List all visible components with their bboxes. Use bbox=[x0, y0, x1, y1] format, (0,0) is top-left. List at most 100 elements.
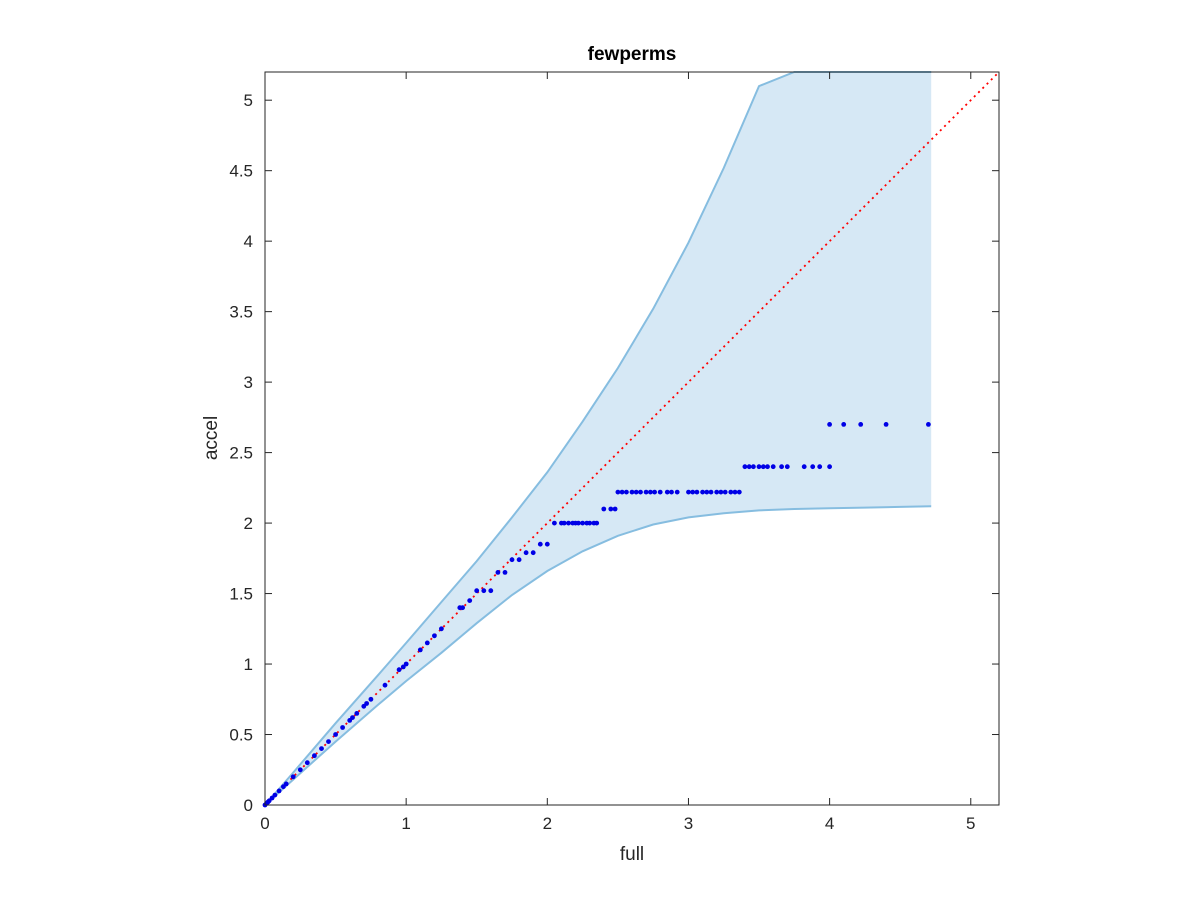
y-tick-label: 0.5 bbox=[229, 726, 253, 745]
data-point bbox=[619, 489, 625, 495]
data-point bbox=[319, 746, 324, 751]
data-point bbox=[364, 701, 369, 706]
y-tick-label: 1.5 bbox=[229, 585, 253, 604]
data-point bbox=[439, 626, 444, 632]
y-tick-label: 0 bbox=[244, 796, 253, 815]
y-axis-label: accel bbox=[201, 416, 222, 460]
y-tick-label: 4 bbox=[244, 232, 253, 251]
y-tick-label: 3.5 bbox=[229, 303, 253, 322]
data-point bbox=[326, 739, 331, 744]
data-point bbox=[467, 598, 473, 603]
data-point bbox=[643, 489, 649, 495]
data-point bbox=[304, 760, 310, 766]
x-tick-label: 1 bbox=[401, 814, 410, 833]
data-point bbox=[530, 550, 536, 556]
data-point bbox=[481, 588, 487, 594]
data-point bbox=[652, 489, 657, 495]
x-axis-ticks: 0 1 2 3 4 5 bbox=[260, 72, 976, 833]
data-point bbox=[488, 588, 494, 594]
data-point bbox=[333, 732, 338, 737]
data-point bbox=[629, 489, 635, 495]
data-point bbox=[708, 489, 714, 495]
data-point bbox=[368, 696, 374, 702]
y-tick-label: 3 bbox=[244, 373, 253, 392]
y-tick-label: 4.5 bbox=[229, 162, 253, 181]
data-point bbox=[756, 464, 762, 470]
data-point bbox=[827, 422, 832, 427]
data-point bbox=[926, 422, 931, 427]
data-point bbox=[674, 489, 680, 495]
data-point bbox=[580, 520, 585, 526]
data-point bbox=[272, 792, 278, 798]
data-point bbox=[746, 464, 752, 470]
data-point bbox=[594, 520, 600, 526]
data-point bbox=[841, 422, 847, 427]
data-point bbox=[312, 753, 317, 759]
data-point bbox=[690, 489, 696, 495]
data-point bbox=[718, 489, 724, 495]
data-point bbox=[694, 489, 700, 495]
data-point bbox=[283, 781, 289, 787]
band-lower-edge bbox=[264, 505, 932, 806]
data-point bbox=[686, 489, 691, 495]
data-point bbox=[400, 664, 406, 670]
data-point bbox=[784, 464, 790, 470]
x-tick-label: 4 bbox=[825, 814, 834, 833]
data-point bbox=[615, 489, 621, 495]
data-point bbox=[495, 570, 501, 575]
data-point bbox=[354, 711, 360, 716]
data-point bbox=[722, 489, 728, 495]
data-point bbox=[566, 520, 571, 526]
data-point bbox=[587, 520, 593, 526]
y-tick-label: 2 bbox=[244, 514, 253, 533]
data-point bbox=[669, 489, 674, 495]
chart-title: fewperms bbox=[588, 44, 677, 65]
x-tick-label: 3 bbox=[684, 814, 693, 833]
data-point bbox=[751, 464, 756, 470]
data-point bbox=[474, 588, 480, 594]
data-point bbox=[601, 506, 607, 512]
data-point bbox=[736, 489, 742, 495]
data-point bbox=[728, 489, 734, 495]
data-points bbox=[262, 422, 931, 808]
data-point bbox=[544, 541, 550, 547]
x-axis-label: full bbox=[620, 844, 644, 865]
data-point bbox=[648, 489, 653, 495]
y-axis-ticks: 0 0.5 1 1.5 2 2.5 3 3.5 4 4.5 5 bbox=[229, 91, 999, 815]
identity-line bbox=[264, 71, 1000, 806]
data-point bbox=[417, 647, 423, 653]
data-point bbox=[516, 557, 522, 563]
data-point bbox=[537, 541, 543, 547]
data-point bbox=[432, 633, 437, 639]
data-point bbox=[624, 489, 629, 495]
y-tick-label: 2.5 bbox=[229, 444, 253, 463]
x-tick-label: 0 bbox=[260, 814, 269, 833]
reference-line bbox=[264, 71, 1000, 806]
data-point bbox=[424, 640, 430, 646]
data-point bbox=[561, 520, 567, 526]
data-point bbox=[403, 661, 409, 667]
data-point bbox=[732, 489, 738, 495]
data-point bbox=[810, 464, 816, 470]
data-point bbox=[765, 464, 770, 470]
data-point bbox=[704, 489, 710, 495]
y-tick-label: 1 bbox=[244, 655, 253, 674]
data-point bbox=[340, 725, 345, 730]
data-point bbox=[612, 506, 618, 512]
data-point bbox=[770, 464, 776, 470]
data-point bbox=[382, 682, 388, 688]
data-point bbox=[633, 489, 639, 495]
data-point bbox=[858, 422, 864, 427]
data-point bbox=[509, 557, 515, 563]
data-point bbox=[460, 605, 465, 611]
data-point bbox=[350, 715, 355, 720]
data-point bbox=[290, 774, 296, 780]
x-tick-label: 2 bbox=[543, 814, 552, 833]
plot-frame bbox=[264, 71, 1000, 806]
data-point bbox=[657, 489, 663, 495]
data-point bbox=[608, 506, 614, 512]
data-point bbox=[502, 570, 508, 575]
data-point bbox=[664, 489, 670, 495]
data-point bbox=[760, 464, 766, 470]
